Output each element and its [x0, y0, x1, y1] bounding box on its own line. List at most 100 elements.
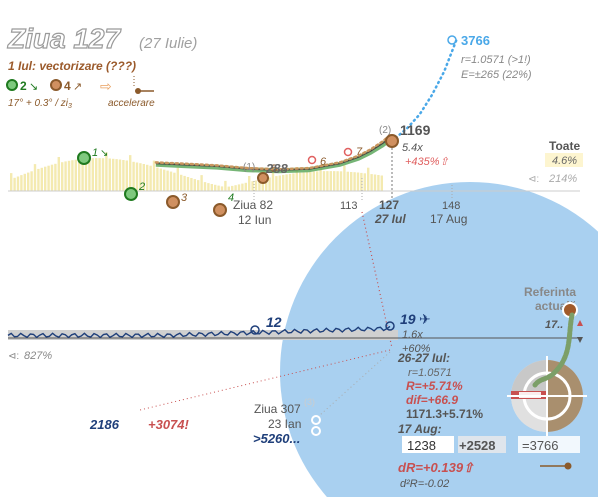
- mid-marker: (1): [243, 162, 255, 173]
- top-bg-bar: [329, 171, 332, 191]
- ref-label-1: Referinta: [524, 285, 576, 299]
- top-bg-bar: [367, 167, 370, 191]
- top-bg-bar: [132, 161, 135, 191]
- top-bg-bar: [227, 186, 230, 191]
- top-bg-bar: [152, 160, 156, 191]
- top-bg-bar: [322, 171, 326, 191]
- top-bg-bar: [363, 173, 366, 191]
- top-bg-bar: [16, 176, 20, 191]
- top-bg-bar: [173, 172, 176, 191]
- top-bg-bar: [350, 172, 353, 191]
- marker-7-label: 7: [356, 146, 363, 158]
- top-bg-bar: [275, 176, 278, 191]
- top-bg-bar: [309, 171, 312, 191]
- tail-day-marker: (3): [304, 397, 315, 407]
- top-chart-background-bars: [10, 152, 383, 191]
- projection-e: E=±265 (22%): [461, 69, 532, 81]
- top-bg-bar: [10, 173, 13, 191]
- top-bg-bar: [139, 163, 142, 191]
- top-bg-bar: [190, 178, 193, 191]
- top-bg-bar: [373, 174, 377, 191]
- top-bg-bar: [50, 164, 54, 191]
- top-bg-bar: [214, 184, 217, 191]
- top-bg-bar: [210, 184, 213, 191]
- top-bg-bar: [339, 171, 343, 191]
- accel-label: accelerare: [108, 98, 155, 109]
- toate-pct: 4.6%: [552, 155, 577, 167]
- bottom-pct: +60%: [402, 343, 431, 355]
- top-bg-bar: [122, 160, 125, 191]
- x-label-113: 113: [340, 200, 358, 212]
- top-bg-bar: [268, 177, 271, 191]
- marker-3: [166, 195, 180, 209]
- top-bg-bar: [241, 183, 244, 191]
- tail-day-label: Ziua 307: [254, 402, 301, 416]
- top-bg-bar: [261, 178, 264, 191]
- page-date: (27 Iulie): [139, 35, 197, 52]
- top-bg-bar: [254, 180, 258, 191]
- projection-end-marker: [447, 35, 457, 45]
- current-pct: +435%⇧: [405, 156, 449, 168]
- series-smoothed-line: [154, 132, 394, 171]
- top-bg-bar: [305, 172, 309, 191]
- ref-value: 17..: [545, 319, 563, 331]
- marker-1-arrow: ↘: [100, 148, 108, 159]
- tail-glow: [2, 416, 93, 432]
- top-bg-bar: [125, 160, 128, 191]
- top-bg-bar: [61, 162, 64, 191]
- top-bg-bar: [169, 171, 173, 191]
- accel-icon-head: [135, 88, 141, 94]
- bottom-mult: 1.6x: [402, 329, 423, 341]
- marker-3-label: 3: [181, 192, 188, 204]
- top-bg-bar: [64, 161, 67, 191]
- top-bg-bar: [27, 172, 30, 191]
- top-bg-bar: [84, 158, 88, 191]
- projection-value: 3766: [461, 33, 490, 48]
- mid-value: 288: [265, 161, 288, 176]
- tail-marker-1: [311, 415, 321, 425]
- top-bg-bar: [265, 178, 268, 191]
- bottom-start-marker: [250, 325, 260, 335]
- toate-ratio: 214%: [548, 173, 577, 185]
- top-bg-bar: [353, 172, 356, 191]
- toate-label: Toate: [549, 139, 580, 153]
- tail-glow-blob: [79, 418, 93, 430]
- x-label-148: 148: [442, 200, 460, 212]
- top-bg-bar: [159, 168, 162, 191]
- top-bg-bar: [217, 185, 220, 191]
- top-bg-bar: [13, 177, 16, 191]
- top-bg-bar: [95, 158, 98, 191]
- projection-r: r=1.0571 (>1!): [461, 54, 531, 66]
- top-bg-bar: [288, 173, 292, 191]
- top-bg-bar: [183, 175, 186, 191]
- top-bg-bar: [302, 172, 305, 191]
- top-bg-bar: [282, 174, 285, 191]
- top-bg-bar: [37, 168, 40, 191]
- top-bg-bar: [115, 159, 118, 191]
- marker-1-label: 1: [92, 147, 98, 159]
- top-bg-bar: [224, 180, 227, 191]
- marker-4: [213, 203, 227, 217]
- top-bg-bar: [200, 175, 203, 191]
- top-bg-bar: [220, 186, 224, 191]
- top-bg-bar: [326, 171, 329, 191]
- top-bg-bar: [203, 182, 207, 191]
- top-bg-bar: [129, 155, 132, 191]
- connector-to-tail: [139, 349, 391, 411]
- series-projection-line: [390, 38, 458, 143]
- top-bg-bar: [135, 162, 139, 191]
- tail-left-value: 2186: [89, 417, 120, 432]
- top-bg-bar: [248, 176, 251, 191]
- top-bg-bar: [316, 171, 319, 191]
- marker-6: [307, 155, 317, 165]
- legend-brown-marker: [50, 79, 62, 91]
- dif-value: dif=+66.9: [406, 393, 458, 407]
- accel-indicator-head: [564, 462, 572, 470]
- top-bg-bar: [319, 165, 322, 191]
- marker-7: [343, 147, 353, 157]
- aug-base-box: [402, 436, 454, 453]
- indicator-dial: [507, 356, 587, 436]
- legend-arrow-icon: ⇨: [100, 78, 112, 94]
- period-label: 26-27 Iul:: [397, 351, 450, 365]
- current-value: 1169: [400, 122, 431, 138]
